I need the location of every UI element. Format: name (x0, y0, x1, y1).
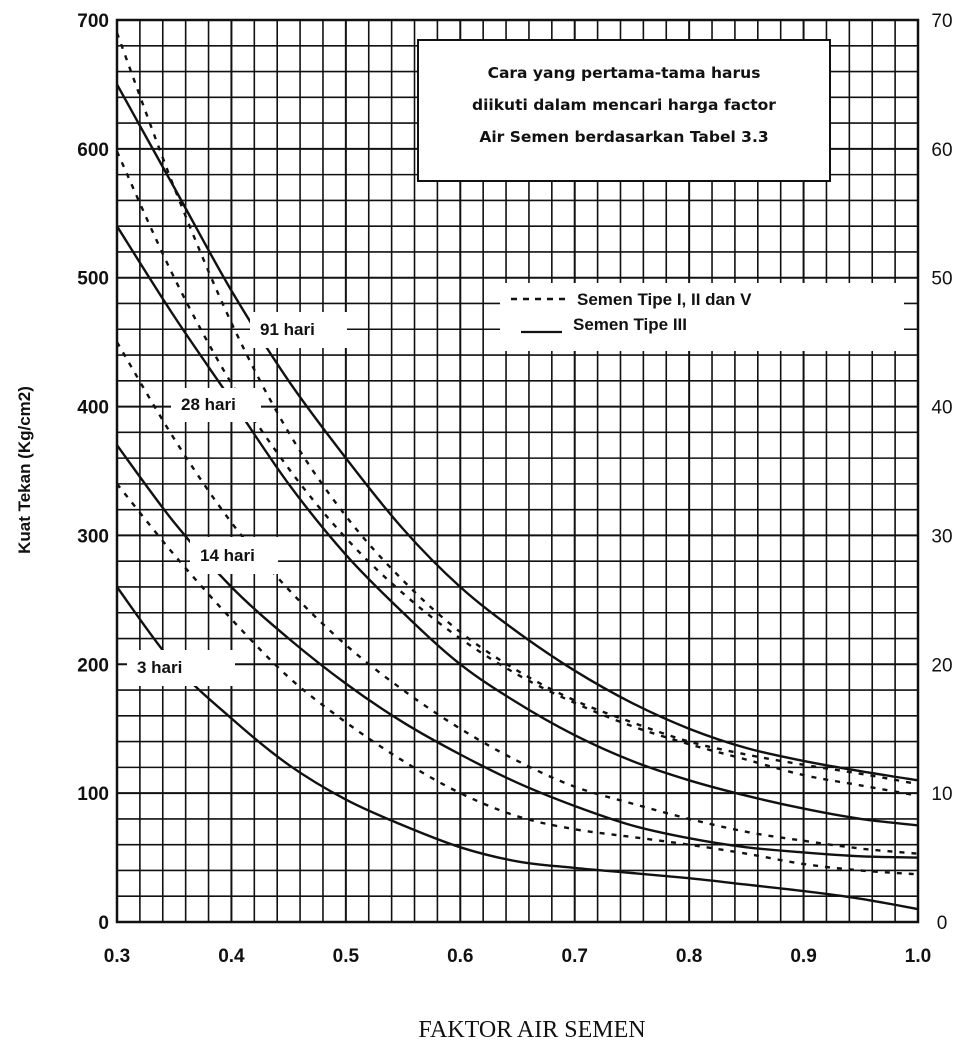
note-box-frame (417, 39, 831, 182)
label-bg-91 (250, 312, 347, 348)
y2-tick-label: 20 (931, 655, 952, 676)
y-axis-label: Kuat Tekan (Kg/cm2) (15, 386, 34, 554)
note-box: Cara yang pertama-tama harus diikuti dal… (417, 39, 831, 182)
series-line-14-hari-tipe-i-ii-v (115, 341, 919, 855)
series-line-14-hari-tipe-iii (116, 444, 919, 859)
label-bg-28 (171, 388, 261, 422)
plot-border (115, 18, 920, 924)
x-tick-label: 0.4 (218, 946, 245, 967)
y2-tick-label: 40 (931, 398, 952, 419)
y2-tick-label: 10 (931, 784, 952, 805)
x-tick-label: 0.9 (790, 946, 816, 967)
series-line-3-hari-tipe-iii (116, 586, 919, 911)
y-tick-label: 500 (77, 269, 109, 290)
series-line-28-hari-tipe-i-ii-v (115, 150, 919, 797)
y-tick-label: 100 (77, 784, 109, 805)
y-tick-label: 200 (77, 655, 109, 676)
label-bg-3 (127, 650, 235, 686)
x-tick-label: 0.5 (333, 946, 360, 967)
label-bg-14 (190, 537, 278, 574)
legend-label-solid: Semen Tipe III (573, 315, 687, 334)
y2-tick-label: 0 (937, 913, 948, 934)
y-tick-label: 300 (77, 526, 109, 547)
x-axis-label: FAKTOR AIR SEMEN (418, 1017, 645, 1043)
note-line-1: Cara yang pertama-tama harus (488, 64, 761, 82)
series-line-91-hari-tipe-iii (115, 83, 919, 782)
tick-labels: 0.3 0.4 0.5 0.6 0.7 0.8 0.9 1.00100200300400500… (77, 11, 952, 967)
y-tick-label: 400 (77, 398, 109, 419)
legend: Semen Tipe I, II dan V Semen Tipe III (500, 283, 904, 351)
x-tick-label: 1.0 (905, 946, 931, 967)
note-line-3: Air Semen berdasarkan Tabel 3.3 (479, 128, 768, 146)
y-tick-label: 600 (77, 140, 109, 161)
y-tick-label: 0 (98, 913, 109, 934)
x-tick-label: 0.7 (562, 946, 588, 967)
legend-background (500, 283, 904, 351)
y-tick-label: 700 (77, 11, 109, 32)
legend-label-dashed: Semen Tipe I, II dan V (577, 290, 752, 309)
y2-tick-label: 30 (931, 526, 952, 547)
y2-tick-label: 60 (931, 140, 952, 161)
curve-label-91-hari: 91 hari (260, 320, 315, 339)
plot-frame (115, 18, 920, 924)
curve-labels: 91 hari 28 hari 14 hari 3 hari (127, 312, 347, 686)
x-tick-label: 0.8 (676, 946, 702, 967)
note-line-2: diikuti dalam mencari harga factor (472, 96, 776, 114)
x-tick-label: 0.3 (104, 946, 130, 967)
curve-label-3-hari: 3 hari (137, 658, 182, 677)
y2-tick-label: 50 (931, 269, 952, 290)
series-line-91-hari-tipe-i-ii-v (115, 32, 919, 786)
x-tick-label: 0.6 (447, 946, 473, 967)
y2-tick-label: 70 (931, 11, 952, 32)
curve-label-14-hari: 14 hari (200, 546, 255, 565)
curve-label-28-hari: 28 hari (181, 395, 236, 414)
